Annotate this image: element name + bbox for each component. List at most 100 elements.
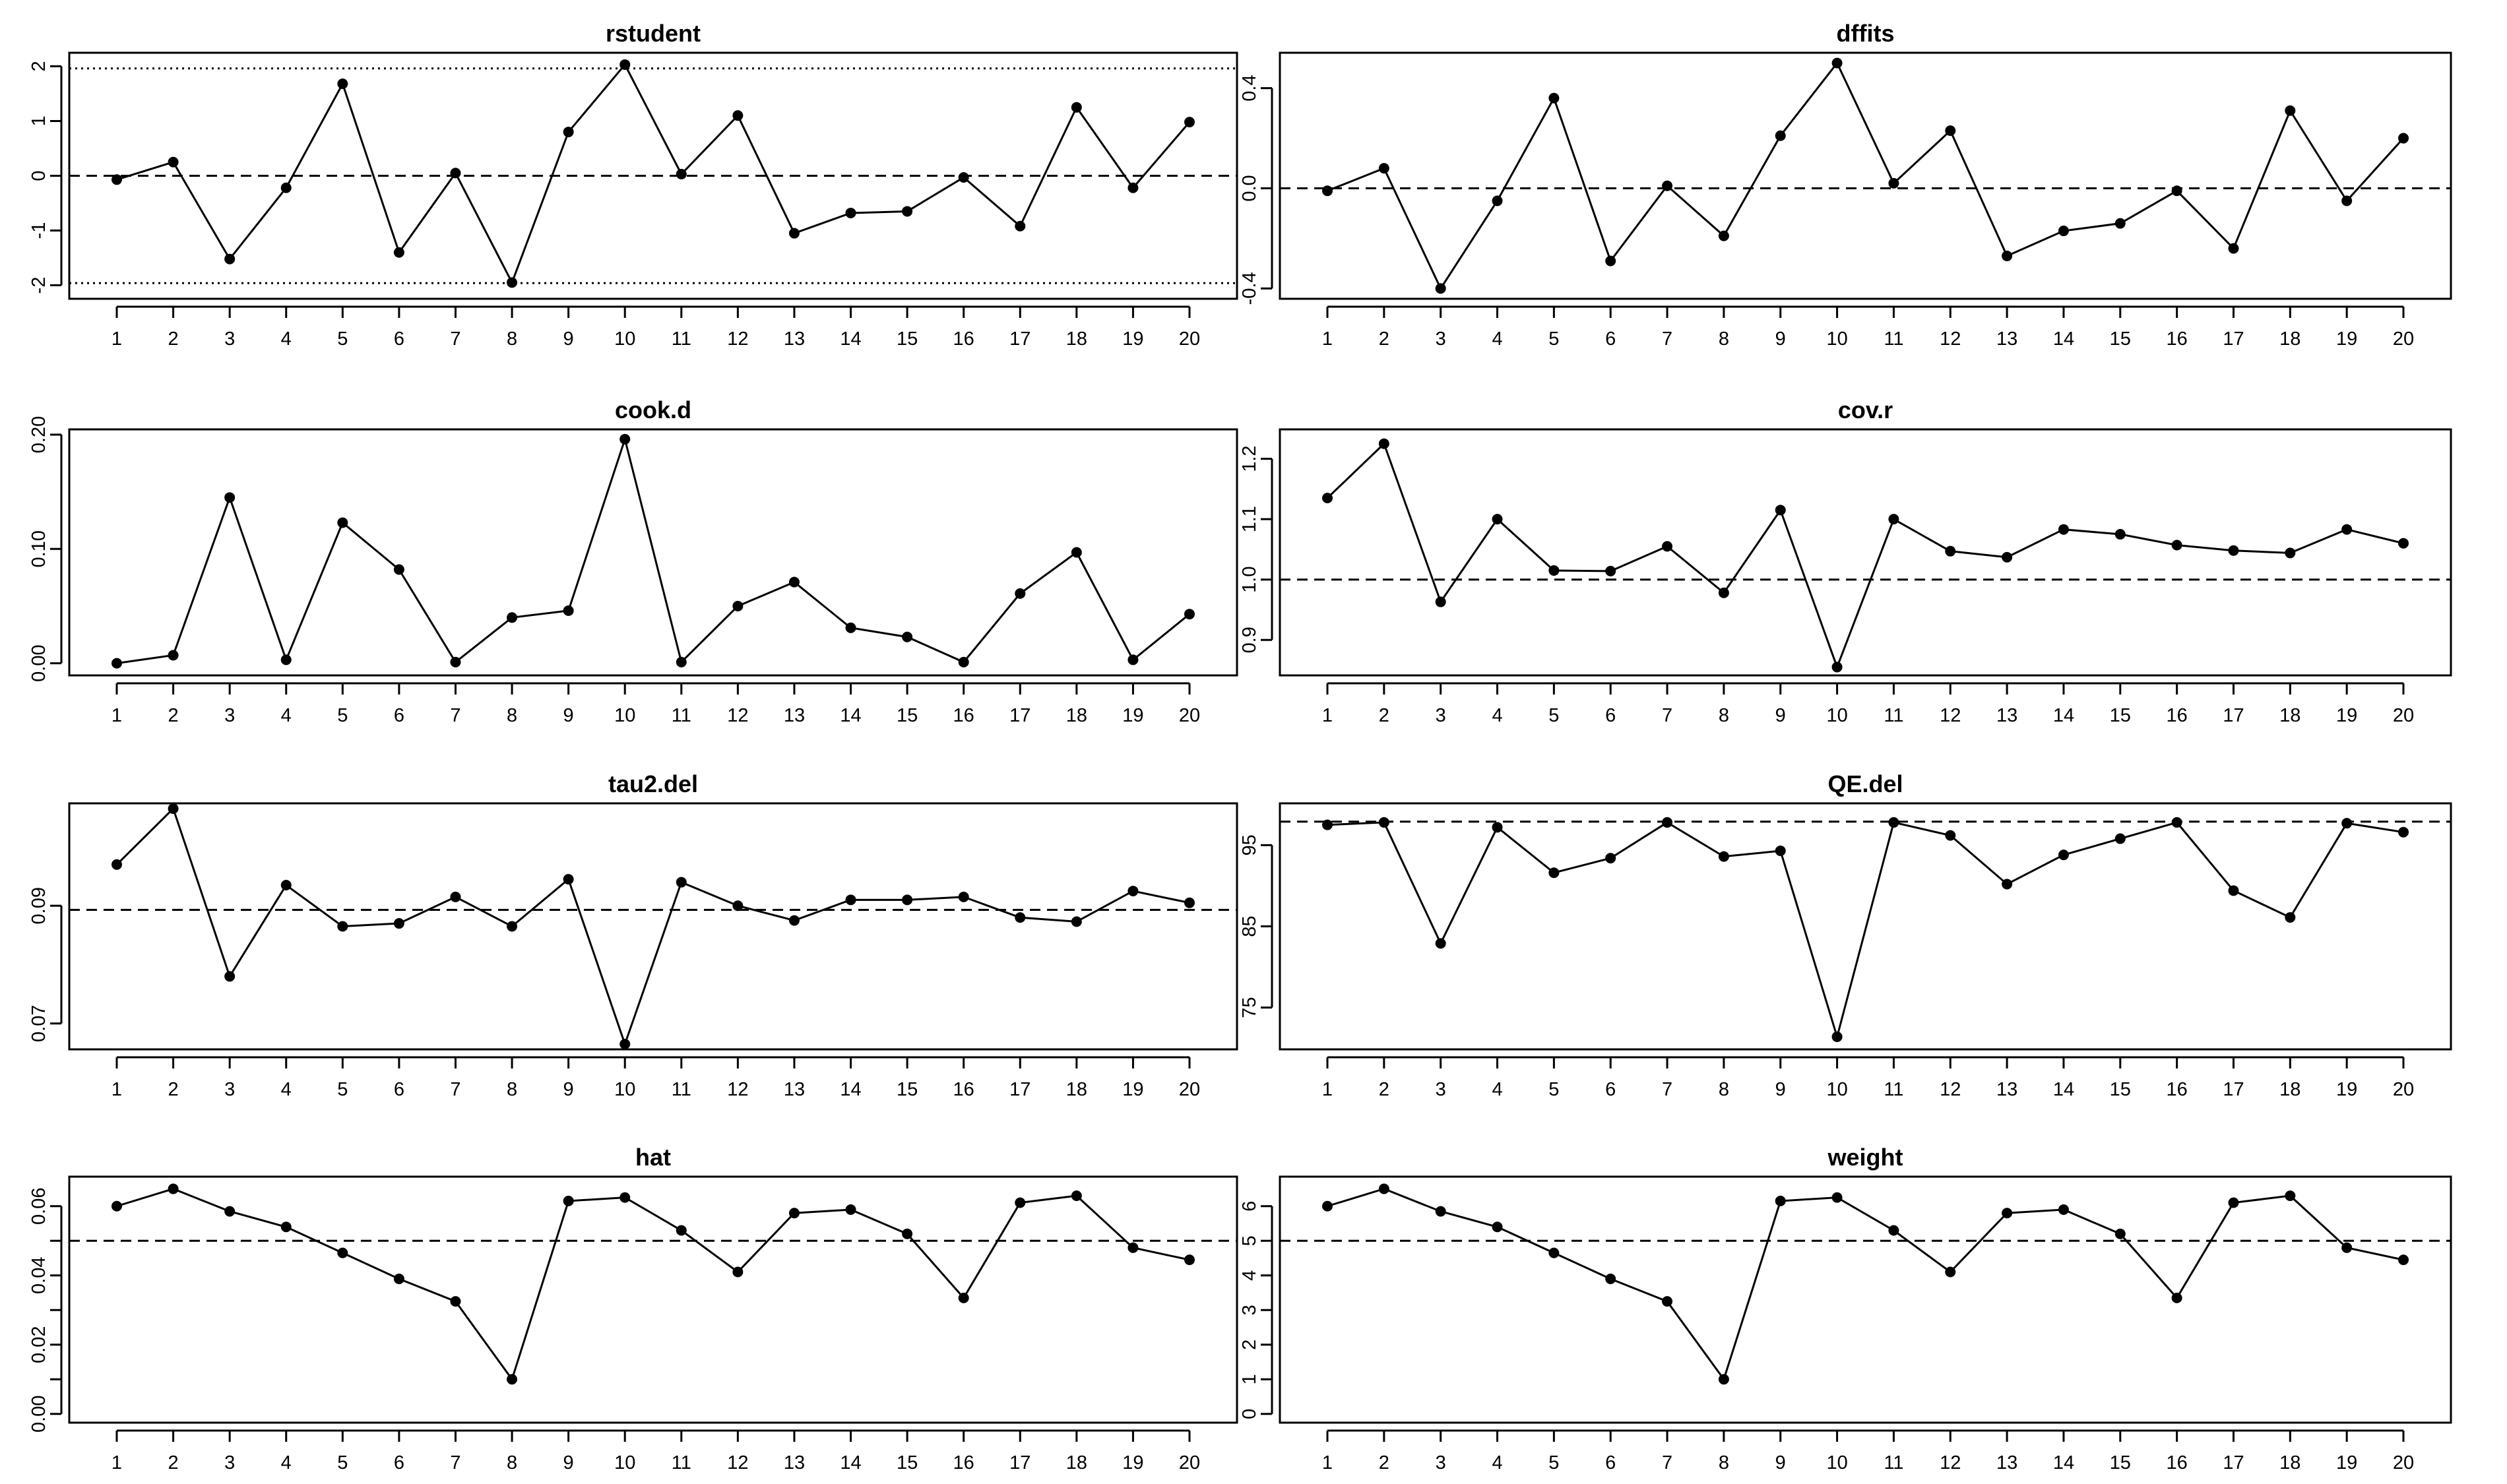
data-point-rstudent-18 — [1071, 102, 1082, 113]
data-point-dffits-9 — [1775, 130, 1786, 141]
x-tick-label-cook-d-5: 5 — [337, 705, 348, 726]
data-point-weight-2 — [1378, 1183, 1389, 1194]
data-point-weight-18 — [2285, 1190, 2296, 1201]
y-tick-label-qe-del-2: 95 — [1239, 834, 1260, 855]
data-point-cov-r-7 — [1662, 541, 1673, 552]
x-tick-label-dffits-18: 18 — [2279, 328, 2301, 350]
x-tick-label-cook-d-18: 18 — [1066, 705, 1087, 726]
data-point-tau2-del-2 — [168, 803, 179, 814]
data-point-cov-r-10 — [1831, 662, 1843, 673]
data-point-dffits-19 — [2341, 195, 2353, 206]
data-point-tau2-del-13 — [788, 915, 800, 926]
data-point-hat-20 — [1184, 1254, 1195, 1266]
data-point-cook-d-5 — [337, 517, 348, 528]
x-tick-label-tau2-del-13: 13 — [784, 1079, 805, 1100]
data-point-weight-14 — [2058, 1204, 2069, 1215]
data-point-rstudent-11 — [676, 169, 687, 180]
data-point-tau2-del-9 — [563, 874, 574, 885]
x-tick-label-qe-del-6: 6 — [1605, 1079, 1616, 1100]
x-tick-label-weight-7: 7 — [1662, 1452, 1672, 1473]
data-point-rstudent-17 — [1015, 220, 1026, 232]
x-tick-label-tau2-del-3: 3 — [224, 1079, 235, 1100]
x-tick-label-qe-del-2: 2 — [1379, 1079, 1389, 1100]
x-tick-label-cov-r-16: 16 — [2166, 705, 2187, 726]
panel-cook-d: cook.d1 2 3 4 5 6 7 8 9 10 11 12 13 14 15 16 17 18 19 200.0… — [28, 396, 1238, 726]
x-tick-label-tau2-del-19: 19 — [1122, 1079, 1143, 1100]
panel-title-tau2-del: tau2.del — [608, 770, 698, 797]
data-point-weight-19 — [2341, 1242, 2353, 1253]
data-point-dffits-5 — [1548, 92, 1560, 104]
data-point-cook-d-16 — [958, 656, 969, 667]
data-point-cook-d-1 — [111, 658, 122, 669]
plot-frame-hat — [68, 1175, 1238, 1424]
data-point-cook-d-7 — [450, 656, 461, 667]
x-tick-label-cov-r-2: 2 — [1379, 705, 1389, 726]
x-tick-label-qe-del-11: 11 — [1884, 1079, 1903, 1100]
data-point-cov-r-13 — [2002, 551, 2013, 563]
data-point-rstudent-9 — [563, 127, 574, 138]
x-tick-label-cook-d-1: 1 — [111, 705, 122, 726]
x-tick-label-weight-4: 4 — [1492, 1452, 1502, 1473]
series-line-qe-del — [1327, 821, 2404, 1041]
y-tick-label-weight-1: 1 — [1239, 1374, 1260, 1384]
y-tick-label-weight-5: 5 — [1239, 1235, 1260, 1246]
y-tick-label-rstudent-2: 0 — [28, 170, 49, 181]
data-point-dffits-10 — [1831, 57, 1843, 69]
data-point-weight-3 — [1435, 1206, 1446, 1217]
x-tick-label-qe-del-12: 12 — [1940, 1079, 1961, 1100]
data-point-tau2-del-16 — [958, 891, 969, 902]
y-tick-label-cov-r-0: 0.9 — [1239, 627, 1260, 653]
x-tick-label-tau2-del-7: 7 — [450, 1079, 460, 1100]
y-tick-label-dffits-2: 0.4 — [1239, 75, 1260, 101]
data-point-weight-6 — [1605, 1274, 1616, 1284]
x-tick-label-cov-r-20: 20 — [2393, 705, 2414, 726]
x-tick-label-cov-r-14: 14 — [2053, 705, 2074, 726]
x-tick-label-dffits-9: 9 — [1775, 328, 1786, 350]
plot-frame-weight — [1279, 1175, 2452, 1424]
data-point-hat-12 — [732, 1266, 744, 1278]
x-tick-label-tau2-del-12: 12 — [727, 1079, 748, 1100]
x-tick-label-rstudent-8: 8 — [507, 328, 517, 350]
data-point-tau2-del-8 — [507, 921, 518, 932]
x-tick-label-hat-10: 10 — [614, 1452, 635, 1473]
data-point-dffits-8 — [1718, 230, 1729, 241]
plot-frame-rstudent — [68, 51, 1238, 300]
plot-frame-tau2-del — [68, 802, 1238, 1051]
x-tick-label-tau2-del-16: 16 — [953, 1079, 974, 1100]
data-point-tau2-del-19 — [1127, 885, 1139, 896]
data-point-cook-d-12 — [732, 600, 744, 611]
data-point-rstudent-15 — [902, 206, 913, 217]
x-tick-label-hat-1: 1 — [111, 1452, 122, 1473]
data-point-cook-d-20 — [1184, 609, 1195, 620]
data-point-cook-d-11 — [676, 656, 687, 667]
data-point-weight-7 — [1662, 1296, 1673, 1307]
x-tick-label-rstudent-11: 11 — [672, 328, 691, 350]
y-tick-label-weight-3: 3 — [1239, 1305, 1260, 1315]
x-tick-label-weight-20: 20 — [2393, 1452, 2414, 1473]
y-tick-label-hat-2: 0.02 — [28, 1326, 49, 1363]
y-tick-label-cook-d-0: 0.00 — [28, 644, 49, 681]
x-tick-label-weight-13: 13 — [1996, 1452, 2017, 1473]
y-tick-label-weight-6: 6 — [1239, 1201, 1260, 1212]
data-point-tau2-del-5 — [337, 921, 348, 932]
data-point-qe-del-3 — [1435, 938, 1446, 949]
data-point-rstudent-16 — [958, 171, 969, 183]
data-point-hat-11 — [676, 1225, 687, 1236]
y-tick-label-hat-6: 0.06 — [28, 1188, 49, 1225]
data-point-cook-d-2 — [168, 650, 179, 661]
data-point-rstudent-10 — [619, 59, 631, 70]
x-tick-label-qe-del-18: 18 — [2279, 1079, 2301, 1100]
data-point-tau2-del-18 — [1071, 916, 1082, 927]
data-point-qe-del-8 — [1718, 851, 1729, 862]
x-tick-label-weight-9: 9 — [1775, 1452, 1786, 1473]
data-point-hat-8 — [507, 1374, 518, 1385]
data-point-cov-r-19 — [2341, 524, 2353, 535]
data-point-cov-r-11 — [1888, 514, 1899, 525]
x-tick-label-hat-2: 2 — [168, 1452, 179, 1473]
x-tick-label-weight-17: 17 — [2223, 1452, 2244, 1473]
x-tick-label-tau2-del-1: 1 — [111, 1079, 122, 1100]
x-tick-label-dffits-14: 14 — [2053, 328, 2074, 350]
x-tick-label-cook-d-19: 19 — [1122, 705, 1143, 726]
data-point-cook-d-17 — [1015, 588, 1026, 599]
x-tick-label-rstudent-12: 12 — [727, 328, 748, 350]
